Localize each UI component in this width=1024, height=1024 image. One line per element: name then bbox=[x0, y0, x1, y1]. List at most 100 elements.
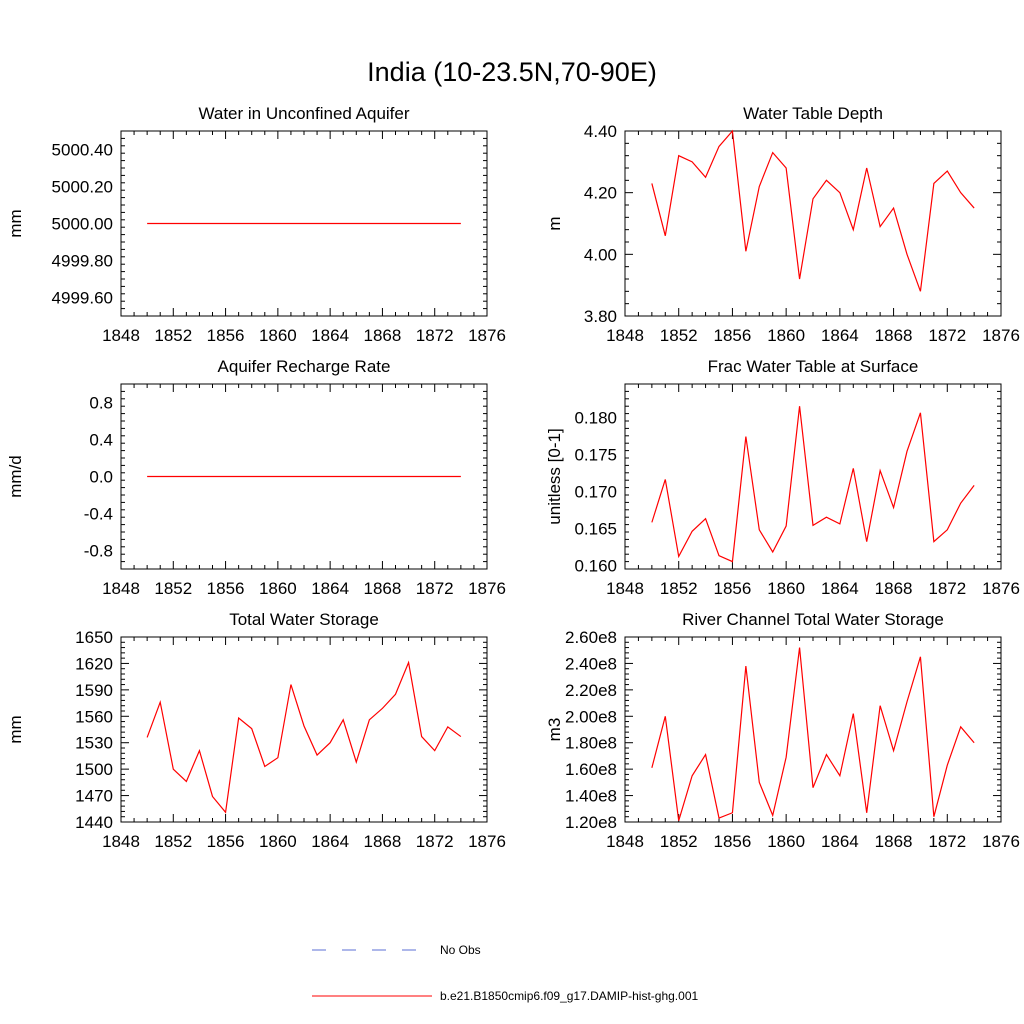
y-tick-label: 1440 bbox=[75, 813, 113, 832]
plot-frame bbox=[624, 130, 1002, 317]
series-line bbox=[651, 406, 975, 563]
y-tick-label: -0.8 bbox=[84, 542, 113, 561]
x-tick-label: 1860 bbox=[767, 579, 805, 598]
y-axis-label: mm bbox=[6, 715, 25, 743]
x-tick-label: 1868 bbox=[364, 326, 402, 345]
panel-2: Water Table Depth 1848 1852 1856 1860 1864 186… bbox=[545, 104, 1020, 345]
x-tick-label: 1852 bbox=[660, 579, 698, 598]
panel-6: River Channel Total Water Storage 1848 185… bbox=[545, 610, 1020, 851]
x-tick-label: 1848 bbox=[606, 579, 644, 598]
x-tick-label: 1868 bbox=[875, 832, 913, 851]
legend: No Obs b.e21.B1850cmip6.f09_g17.DAMIP-hi… bbox=[312, 943, 698, 1003]
x-tick-label: 1852 bbox=[660, 326, 698, 345]
x-tick-label: 1860 bbox=[767, 832, 805, 851]
x-tick-label: 1864 bbox=[821, 832, 859, 851]
y-tick-label: 1530 bbox=[75, 734, 113, 753]
x-tick-label: 1848 bbox=[102, 832, 140, 851]
panel-title: Aquifer Recharge Rate bbox=[218, 357, 391, 376]
panel-title: Frac Water Table at Surface bbox=[708, 357, 919, 376]
y-tick-label: 5000.20 bbox=[52, 178, 113, 197]
plot-frame bbox=[624, 383, 1002, 570]
x-tick-label: 1860 bbox=[767, 326, 805, 345]
x-tick-label: 1848 bbox=[606, 326, 644, 345]
x-tick-label: 1852 bbox=[660, 832, 698, 851]
y-tick-label: 4.00 bbox=[584, 245, 617, 264]
x-tick-label: 1860 bbox=[259, 832, 297, 851]
x-tick-label: 1872 bbox=[928, 326, 966, 345]
y-tick-label: 0.170 bbox=[574, 482, 617, 501]
y-tick-label: 1650 bbox=[75, 628, 113, 647]
x-tick-label: 1852 bbox=[154, 326, 192, 345]
x-tick-label: 1856 bbox=[714, 579, 752, 598]
x-tick-label: 1852 bbox=[154, 832, 192, 851]
y-axis-label: m bbox=[545, 216, 564, 230]
x-tick-label: 1876 bbox=[468, 832, 506, 851]
plot-frame bbox=[120, 636, 488, 823]
x-tick-label: 1864 bbox=[821, 579, 859, 598]
y-tick-label: 2.20e8 bbox=[565, 681, 617, 700]
y-tick-label: 0.8 bbox=[89, 394, 113, 413]
panel-4: Frac Water Table at Surface 1848 1852 1856 1… bbox=[545, 357, 1020, 598]
x-tick-label: 1848 bbox=[606, 832, 644, 851]
x-tick-label: 1856 bbox=[714, 832, 752, 851]
x-tick-label: 1852 bbox=[154, 579, 192, 598]
panel-title: Water in Unconfined Aquifer bbox=[198, 104, 409, 123]
y-axis-label: mm/d bbox=[6, 455, 25, 498]
legend-label-no-obs: No Obs bbox=[440, 943, 481, 957]
x-tick-label: 1864 bbox=[311, 832, 349, 851]
panel-5: Total Water Storage 1848 1852 1856 1860 1864 1… bbox=[6, 610, 506, 851]
x-tick-label: 1876 bbox=[468, 579, 506, 598]
y-axis-label: mm bbox=[6, 209, 25, 237]
x-tick-label: 1864 bbox=[821, 326, 859, 345]
x-tick-label: 1856 bbox=[207, 579, 245, 598]
y-tick-label: 0.165 bbox=[574, 519, 617, 538]
x-tick-label: 1876 bbox=[982, 579, 1020, 598]
y-tick-label: 1590 bbox=[75, 681, 113, 700]
figure-title: India (10-23.5N,70-90E) bbox=[367, 57, 657, 87]
y-tick-label: 0.160 bbox=[574, 556, 617, 575]
panels-group: Water in Unconfined Aquifer 1848 1852 1856 1… bbox=[6, 104, 1020, 851]
y-tick-label: -0.4 bbox=[84, 505, 113, 524]
y-tick-label: 1620 bbox=[75, 654, 113, 673]
y-tick-label: 1.40e8 bbox=[565, 787, 617, 806]
y-tick-label: 5000.40 bbox=[52, 141, 113, 160]
y-tick-label: 0.0 bbox=[89, 468, 113, 487]
x-tick-label: 1856 bbox=[207, 832, 245, 851]
x-tick-label: 1872 bbox=[416, 326, 454, 345]
x-tick-label: 1864 bbox=[311, 326, 349, 345]
y-tick-label: 4999.60 bbox=[52, 289, 113, 308]
panel-title: Water Table Depth bbox=[743, 104, 883, 123]
series-line bbox=[651, 129, 975, 292]
x-tick-label: 1856 bbox=[714, 326, 752, 345]
x-tick-label: 1864 bbox=[311, 579, 349, 598]
y-tick-label: 1560 bbox=[75, 707, 113, 726]
y-tick-label: 1.80e8 bbox=[565, 734, 617, 753]
y-tick-label: 4999.80 bbox=[52, 252, 113, 271]
x-tick-label: 1876 bbox=[982, 326, 1020, 345]
y-axis-label: unitless [0-1] bbox=[545, 428, 564, 524]
x-tick-label: 1848 bbox=[102, 326, 140, 345]
y-tick-label: 0.180 bbox=[574, 408, 617, 427]
y-tick-label: 4.20 bbox=[584, 184, 617, 203]
y-tick-label: 0.4 bbox=[89, 431, 113, 450]
y-tick-label: 4.40 bbox=[584, 122, 617, 141]
y-tick-label: 0.175 bbox=[574, 445, 617, 464]
y-axis-label: m3 bbox=[545, 718, 564, 742]
y-tick-label: 2.40e8 bbox=[565, 654, 617, 673]
x-tick-label: 1856 bbox=[207, 326, 245, 345]
series-line bbox=[146, 660, 462, 814]
panel-3: Aquifer Recharge Rate 1848 1852 1856 1860 186… bbox=[6, 357, 506, 598]
y-tick-label: 5000.00 bbox=[52, 215, 113, 234]
y-tick-label: 1470 bbox=[75, 787, 113, 806]
x-tick-label: 1868 bbox=[875, 326, 913, 345]
plot-frame bbox=[624, 636, 1002, 823]
x-tick-label: 1872 bbox=[416, 832, 454, 851]
y-tick-label: 1.60e8 bbox=[565, 760, 617, 779]
y-tick-label: 2.60e8 bbox=[565, 628, 617, 647]
y-tick-label: 2.00e8 bbox=[565, 707, 617, 726]
x-tick-label: 1860 bbox=[259, 326, 297, 345]
x-tick-label: 1868 bbox=[875, 579, 913, 598]
x-tick-label: 1868 bbox=[364, 579, 402, 598]
x-tick-label: 1860 bbox=[259, 579, 297, 598]
x-tick-label: 1848 bbox=[102, 579, 140, 598]
